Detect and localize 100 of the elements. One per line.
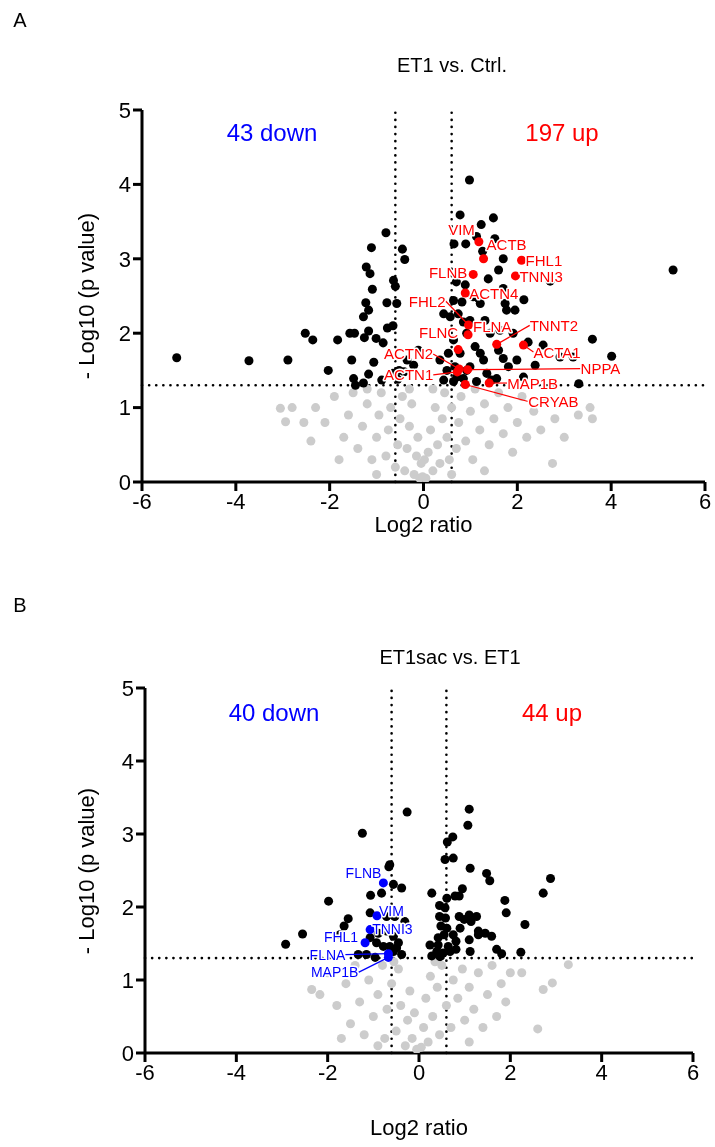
point [435, 1030, 445, 1040]
point [487, 960, 497, 970]
x-tick-label: -2 [317, 1059, 338, 1085]
x-tick-label: -6 [135, 1059, 155, 1085]
point [355, 997, 365, 1007]
x-tick-label: 2 [511, 488, 524, 514]
point [423, 1037, 433, 1047]
y-tick-label: 5 [121, 675, 134, 701]
y-tick-label: 3 [121, 821, 134, 847]
x-tick-label: 6 [698, 488, 712, 514]
point [479, 254, 489, 264]
y-axis-title: - Log10 (p value) [74, 787, 100, 954]
annotation: 43 down [226, 118, 318, 146]
point [492, 339, 502, 349]
y-tick-label: 2 [118, 321, 131, 347]
annotation: FLNB [345, 864, 382, 881]
annotation: ACTB [486, 236, 527, 254]
point [517, 255, 527, 265]
annotation: 40 down [228, 698, 320, 726]
y-tick-label: 3 [118, 246, 131, 272]
point [368, 1011, 378, 1022]
text: B [13, 593, 27, 617]
y-tick-label: 2 [121, 894, 134, 920]
point [474, 237, 484, 247]
point [457, 964, 467, 974]
point [377, 960, 387, 970]
annotation: 197 up [525, 118, 599, 146]
point [441, 1001, 451, 1011]
point [345, 1019, 356, 1029]
point [492, 1011, 502, 1022]
point [468, 269, 478, 279]
point [448, 975, 458, 985]
x-tick-label: -4 [226, 488, 246, 514]
point [409, 1008, 419, 1018]
y-tick-label: 4 [118, 172, 131, 198]
point [460, 380, 470, 390]
y-tick-label: 0 [118, 469, 131, 495]
annotation: 44 up [521, 698, 583, 726]
annotation: FLNA [309, 946, 347, 963]
annotation: ACTN2 [383, 345, 434, 363]
point [446, 1022, 456, 1032]
point [428, 1011, 438, 1022]
point [425, 971, 435, 981]
point [393, 964, 403, 974]
annotation: FHL2 [408, 292, 446, 310]
point [391, 1026, 401, 1036]
point [373, 1041, 383, 1051]
point [496, 979, 506, 989]
point [307, 984, 317, 994]
point [533, 1024, 543, 1034]
point [336, 1033, 346, 1043]
chart-title: ET1 vs. Ctrl. [396, 53, 508, 77]
y-axis-title: - Log10 (p value) [74, 212, 100, 380]
x-tick-label: 2 [504, 1059, 517, 1085]
point [547, 978, 557, 988]
point [315, 990, 325, 1000]
point [396, 1001, 406, 1011]
y-tick-label: 4 [121, 748, 134, 774]
point [405, 986, 415, 996]
annotation: MAP1B [507, 374, 559, 392]
x-tick-label: 0 [417, 488, 430, 514]
point [332, 1001, 342, 1011]
point [478, 1022, 488, 1032]
x-tick-label: -4 [226, 1059, 247, 1085]
point [473, 968, 483, 978]
annotation: TNNI3 [519, 268, 563, 286]
point [538, 984, 548, 994]
point [469, 1004, 479, 1014]
point [403, 1015, 413, 1025]
annotation: FHL1 [525, 251, 563, 269]
annotation: TNNT2 [529, 316, 579, 334]
y-tick-label: 1 [121, 967, 134, 993]
x-tick-label: 4 [595, 1059, 608, 1085]
y-tick-label: 1 [118, 395, 131, 421]
point [421, 993, 431, 1003]
point [416, 1042, 426, 1052]
x-tick-label: -2 [319, 488, 340, 514]
x-tick-label: 4 [605, 488, 618, 514]
point [432, 982, 442, 992]
annotation: CRYAB [528, 393, 579, 411]
text: A [13, 8, 27, 32]
point [380, 1033, 390, 1043]
point [460, 1015, 470, 1025]
point [563, 960, 573, 970]
annotation: FHL1 [323, 928, 359, 945]
point [378, 878, 388, 888]
point [387, 979, 397, 989]
x-tick-label: -6 [132, 488, 152, 514]
point [373, 990, 383, 1000]
chart-title: ET1sac vs. ET1 [379, 645, 521, 669]
annotation: ACTA1 [533, 343, 581, 361]
point [501, 997, 511, 1007]
point [341, 979, 351, 989]
annotation: NPPA [580, 360, 621, 378]
point [364, 975, 374, 985]
point [407, 1033, 417, 1043]
x-axis-title: Log2 ratio [374, 512, 473, 538]
point [464, 1037, 474, 1047]
x-tick-label: 0 [412, 1059, 426, 1085]
point [419, 1022, 429, 1032]
